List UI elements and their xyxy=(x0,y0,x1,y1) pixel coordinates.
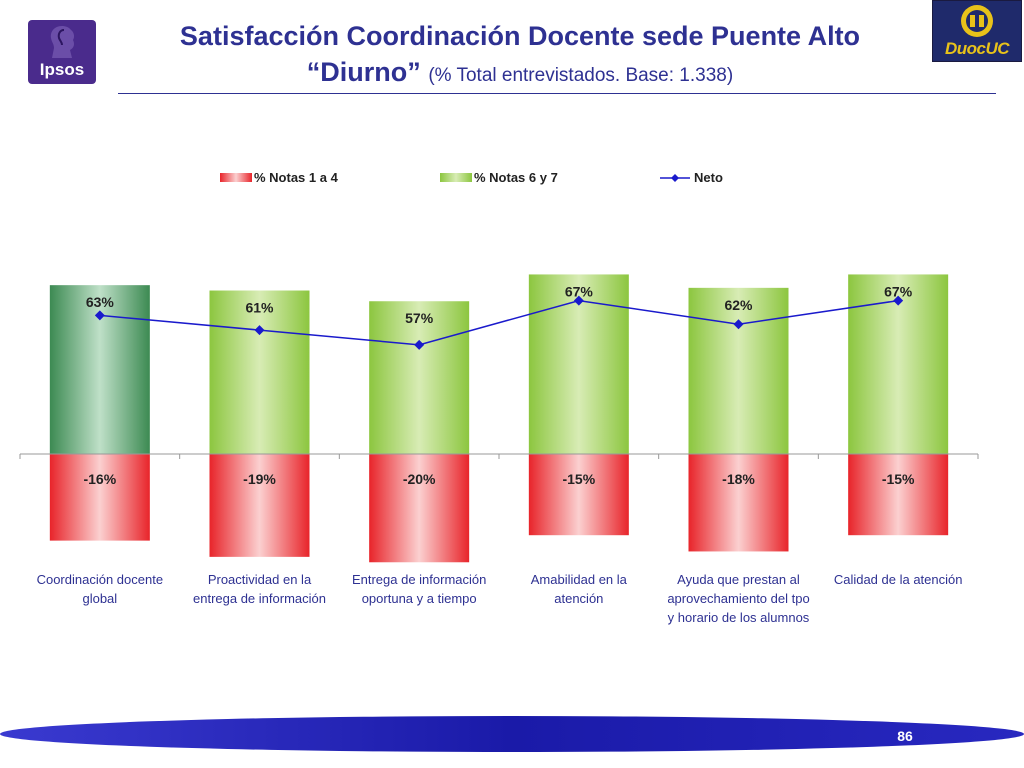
category-label: oportuna y a tiempo xyxy=(362,591,477,606)
neto-point xyxy=(573,295,584,306)
category-label: Ayuda que prestan al xyxy=(677,572,800,587)
category-label: Coordinación docente xyxy=(37,572,163,587)
footer-bar xyxy=(0,716,1024,752)
legend-label-notas-6-7: % Notas 6 y 7 xyxy=(474,170,558,185)
category-label: Entrega de información xyxy=(352,572,486,587)
chart-legend: % Notas 1 a 4 % Notas 6 y 7 Neto xyxy=(220,170,723,185)
bar-positive xyxy=(369,301,470,454)
bar-negative xyxy=(528,454,629,536)
chart-categories: Coordinación docente global Proactividad e… xyxy=(37,572,963,625)
neto-point xyxy=(254,325,265,336)
data-label-negative: -15% xyxy=(562,471,595,487)
duoc-logo: DuocUC xyxy=(932,0,1022,62)
page-title: Satisfacción Coordinación Docente sede P… xyxy=(120,18,920,94)
category-label: Amabilidad en la xyxy=(531,572,628,587)
duoc-crest-icon xyxy=(961,5,993,37)
data-label-negative: -16% xyxy=(83,471,116,487)
category-label: y horario de los alumnos xyxy=(668,610,810,625)
title-rule xyxy=(118,93,996,94)
bar-negative xyxy=(209,454,310,557)
data-label-positive: 67% xyxy=(884,283,913,299)
neto-point xyxy=(414,339,425,350)
chart-axis xyxy=(19,453,979,459)
bar-negative xyxy=(848,454,949,536)
data-label-positive: 62% xyxy=(724,297,753,313)
data-label-negative: -18% xyxy=(722,471,755,487)
data-label-positive: 67% xyxy=(565,283,594,299)
category-label: aprovechamiento del tpo xyxy=(667,591,809,606)
bar-positive xyxy=(209,290,310,454)
legend-label-notas-1-4: % Notas 1 a 4 xyxy=(254,170,339,185)
chart-neto-line xyxy=(94,295,904,350)
data-label-negative: -20% xyxy=(403,471,436,487)
neto-point xyxy=(94,310,105,321)
data-label-positive: 61% xyxy=(245,300,274,316)
chart-labels: 63% -16% 61% -19% 57% -20% 67% -15% 62% -18% 67% -1… xyxy=(83,283,915,487)
duoc-logo-text: DuocUC xyxy=(944,39,1010,58)
title-line-1: Satisfacción Coordinación Docente sede P… xyxy=(179,21,861,51)
page-number: 86 xyxy=(897,728,913,744)
bar-negative xyxy=(688,454,789,552)
chart-bars xyxy=(49,274,949,563)
title-subtitle: (% Total entrevistados. Base: 1.338) xyxy=(428,65,734,86)
legend-label-neto: Neto xyxy=(694,170,723,185)
legend-swatch-notas-6-7 xyxy=(440,173,472,182)
data-label-positive: 63% xyxy=(86,294,115,310)
title-line-2: “Diurno” (% Total entrevistados. Base: 1… xyxy=(120,54,920,94)
data-label-negative: -19% xyxy=(243,471,276,487)
bar-negative xyxy=(49,454,150,541)
legend-marker-neto xyxy=(671,174,679,182)
category-label: atención xyxy=(554,591,603,606)
category-label: Calidad de la atención xyxy=(834,572,963,587)
ipsos-logo-text: Ipsos xyxy=(39,60,85,79)
category-label: Proactividad en la xyxy=(208,572,312,587)
neto-point xyxy=(893,295,904,306)
ipsos-logo: Ipsos xyxy=(28,20,96,84)
category-label: global xyxy=(82,591,117,606)
bar-positive xyxy=(688,287,789,454)
data-label-positive: 57% xyxy=(405,310,434,326)
neto-point xyxy=(733,319,744,330)
category-label: entrega de información xyxy=(193,591,326,606)
bar-negative xyxy=(369,454,470,563)
data-label-negative: -15% xyxy=(882,471,915,487)
legend-swatch-notas-1-4 xyxy=(220,173,252,182)
satisfaction-chart: % Notas 1 a 4 % Notas 6 y 7 Neto 63% -16% 61… xyxy=(19,170,979,625)
neto-line-path xyxy=(99,299,899,346)
title-diurno: “Diurno” xyxy=(306,57,421,87)
ipsos-face-icon xyxy=(50,26,75,58)
